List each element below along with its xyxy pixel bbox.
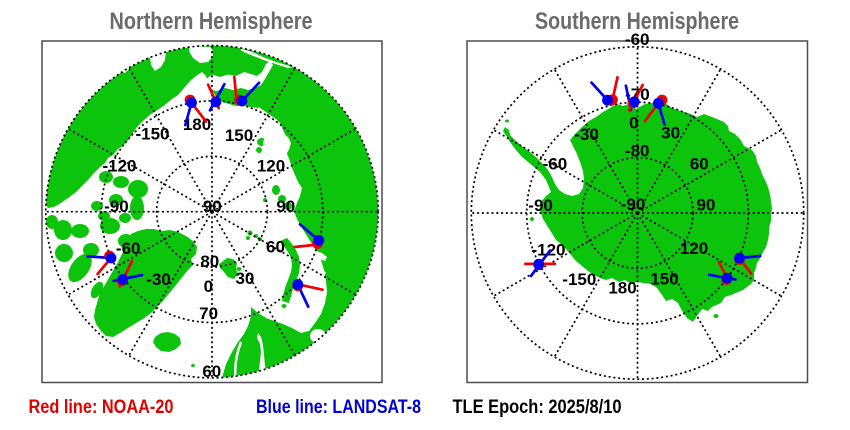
- svg-text:90: 90: [697, 195, 716, 214]
- svg-text:90: 90: [276, 197, 295, 216]
- svg-text:60: 60: [266, 237, 285, 256]
- svg-text:-90: -90: [621, 195, 646, 214]
- svg-text:-120: -120: [531, 241, 565, 260]
- svg-text:-150: -150: [562, 270, 596, 289]
- svg-text:0: 0: [204, 277, 213, 296]
- svg-text:30: 30: [235, 269, 254, 288]
- svg-text:-120: -120: [102, 157, 136, 176]
- svg-text:Red line: NOAA-20: Red line: NOAA-20: [29, 397, 174, 418]
- svg-text:80: 80: [200, 252, 219, 271]
- svg-text:70: 70: [199, 304, 218, 323]
- svg-text:-60: -60: [543, 155, 568, 174]
- svg-text:Blue line: LANDSAT-8: Blue line: LANDSAT-8: [256, 397, 421, 418]
- svg-text:TLE Epoch: 2025/8/10: TLE Epoch: 2025/8/10: [453, 397, 622, 418]
- svg-text:90: 90: [203, 197, 222, 216]
- svg-text:120: 120: [257, 157, 285, 176]
- svg-text:Northern Hemisphere: Northern Hemisphere: [110, 8, 313, 35]
- svg-text:-150: -150: [135, 125, 169, 144]
- svg-text:Southern Hemisphere: Southern Hemisphere: [535, 8, 739, 35]
- svg-text:-30: -30: [146, 270, 171, 289]
- svg-text:180: 180: [608, 279, 636, 298]
- svg-text:120: 120: [680, 239, 708, 258]
- svg-text:30: 30: [661, 124, 680, 143]
- svg-text:-30: -30: [574, 125, 599, 144]
- svg-text:60: 60: [690, 155, 709, 174]
- svg-text:-90: -90: [528, 196, 553, 215]
- svg-text:60: 60: [202, 362, 221, 381]
- svg-text:-80: -80: [625, 142, 650, 161]
- svg-text:150: 150: [225, 126, 253, 145]
- svg-text:-60: -60: [625, 30, 650, 49]
- svg-text:-90: -90: [104, 197, 129, 216]
- svg-text:-60: -60: [116, 239, 141, 258]
- svg-text:0: 0: [629, 114, 638, 133]
- svg-text:150: 150: [650, 270, 678, 289]
